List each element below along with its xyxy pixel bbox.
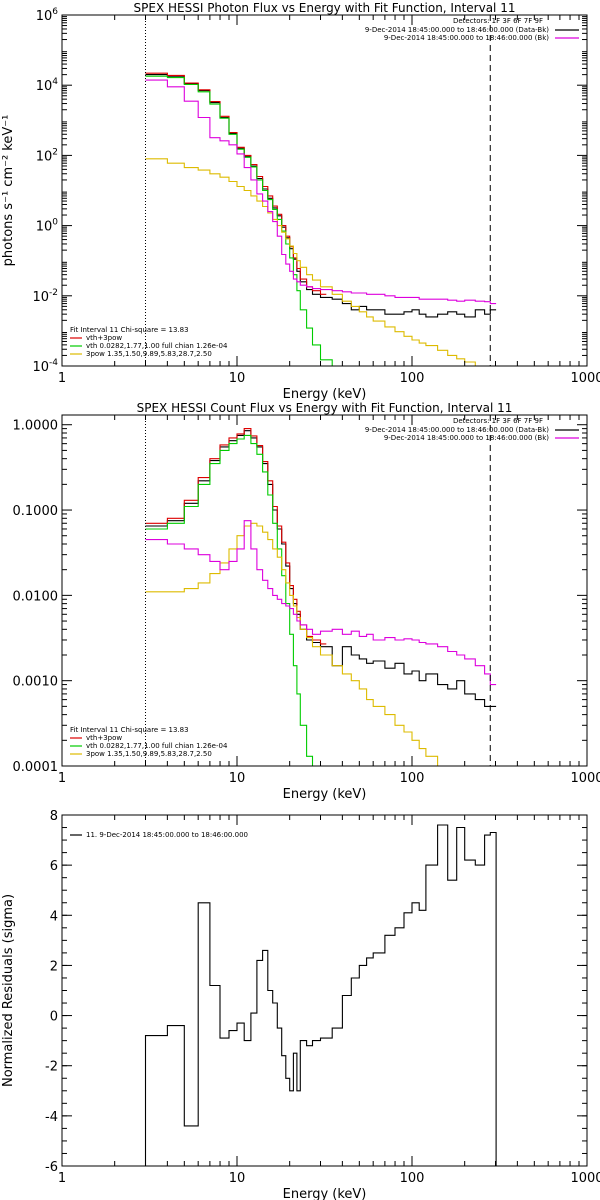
legend-left: 11. 9-Dec-2014 18:45:00.000 to 18:46:00.… (70, 831, 248, 839)
y-tick-label: -6 (45, 1160, 58, 1175)
legend-entry-label: vth+3pow (86, 734, 122, 742)
y-tick-label: -4 (45, 1110, 58, 1125)
x-tick-label: 1 (58, 1171, 66, 1186)
chart-panel-1: SPEX HESSI Photon Flux vs Energy with Fi… (1, 1, 600, 402)
y-tick-label: 0.0010 (13, 675, 59, 690)
y-axis-label: photons s⁻¹ cm⁻² keV⁻¹ (1, 115, 16, 267)
chart-title: SPEX HESSI Photon Flux vs Energy with Fi… (134, 1, 516, 15)
legend-entry-label: 11. 9-Dec-2014 18:45:00.000 to 18:46:00.… (86, 831, 248, 839)
y-tick-label: 0.0100 (13, 589, 59, 604)
y-tick-label: 1.0000 (13, 419, 59, 434)
x-tick-label: 100 (400, 371, 425, 386)
y-tick-label: 104 (36, 77, 59, 94)
legend-header: Fit Interval 11 Chi-square = 13.83 (70, 326, 189, 334)
legend-header: Detectors: 1F 3F 6F 7F 9F (453, 17, 543, 25)
series-group (145, 72, 497, 366)
series-sum (145, 428, 327, 645)
y-tick-label: 0.0001 (13, 760, 59, 775)
legend-right: Detectors: 1F 3F 6F 7F 9F9-Dec-2014 18:4… (365, 17, 579, 42)
y-tick-label: 4 (50, 909, 58, 924)
legend-entry-label: 9-Dec-2014 18:45:00.000 to 18:46:00.000 … (365, 426, 549, 434)
y-tick-exponent: 0 (52, 218, 58, 228)
x-tick-label: 1 (58, 771, 66, 786)
x-tick-label: 1 (58, 371, 66, 386)
legend-entry-label: vth+3pow (86, 334, 122, 342)
x-tick-label: 100 (400, 771, 425, 786)
series-nonthermal (145, 158, 497, 366)
chart-title: SPEX HESSI Count Flux vs Energy with Fit… (137, 401, 513, 415)
chart-panel-3: 1 10 100 1000 -6 -4 -2 0 2 4 6 8 Energy (keV) Normali… (1, 809, 600, 1200)
plot-frame (61, 414, 588, 767)
y-tick-label: 102 (36, 147, 58, 164)
y-tick-exponent: 4 (52, 77, 58, 87)
y-tick-base: 10 (36, 149, 53, 164)
series-data (145, 430, 497, 707)
legend-entry-label: vth 0.0282,1.77,1.00 full chian 1.26e-04 (86, 342, 228, 350)
y-tick-base: 10 (36, 220, 53, 235)
legend-right: Detectors: 1F 3F 6F 7F 9F9-Dec-2014 18:4… (365, 417, 579, 442)
legend-header: Fit Interval 11 Chi-square = 13.83 (70, 726, 189, 734)
x-tick-label: 1000 (570, 1171, 600, 1186)
y-tick-label: 0 (50, 1010, 58, 1025)
x-axis-label: Energy (keV) (283, 787, 367, 802)
y-tick-label: 10-4 (32, 358, 58, 375)
y-tick-base: 10 (36, 9, 53, 24)
x-axis-label: Energy (keV) (283, 1187, 367, 1200)
legend-left: Fit Interval 11 Chi-square = 13.83vth+3p… (70, 726, 228, 758)
series-background (145, 79, 497, 305)
y-tick-label: 6 (50, 859, 58, 874)
x-tick-label: 1000 (570, 371, 600, 386)
legend-entry-label: vth 0.0282,1.77,1.00 full chian 1.26e-04 (86, 742, 228, 750)
legend-entry-label: 9-Dec-2014 18:45:00.000 to 18:46:00.000 … (384, 434, 549, 442)
legend-entry-label: 3pow 1.35,1.50,9.89,5.83,28.7,2.50 (86, 750, 212, 758)
plot-frame (61, 14, 588, 367)
y-tick-label: 100 (36, 218, 59, 235)
legend-header: Detectors: 1F 3F 6F 7F 9F (453, 417, 543, 425)
legend-entry-label: 9-Dec-2014 18:45:00.000 to 18:46:00.000 … (365, 26, 549, 34)
series-thermal (145, 434, 339, 766)
y-tick-base: 10 (32, 290, 49, 305)
legend-entry-label: 3pow 1.35,1.50,9.89,5.83,28.7,2.50 (86, 350, 212, 358)
y-tick-exponent: -4 (49, 358, 58, 368)
series-nonthermal (145, 522, 471, 766)
chart-panel-2: SPEX HESSI Count Flux vs Energy with Fit… (13, 401, 600, 802)
y-tick-exponent: 2 (52, 147, 58, 157)
y-tick-base: 10 (32, 360, 49, 375)
y-tick-label: 106 (36, 7, 59, 24)
series-background (145, 520, 497, 686)
x-tick-label: 100 (400, 1171, 425, 1186)
y-axis-label: Normalized Residuals (sigma) (1, 894, 16, 1087)
y-tick-label: 2 (50, 959, 58, 974)
y-tick-exponent: 6 (52, 7, 58, 17)
series-group (144, 824, 497, 1166)
y-tick-label: 8 (50, 809, 58, 824)
x-axis-label: Energy (keV) (283, 387, 367, 402)
y-tick-base: 10 (36, 79, 53, 94)
y-tick-label: 0.1000 (13, 504, 59, 519)
series-group (145, 428, 497, 766)
series-thermal (145, 75, 339, 366)
y-tick-label: -2 (45, 1060, 58, 1075)
y-tick-exponent: -2 (49, 288, 58, 298)
x-tick-label: 10 (229, 371, 246, 386)
legend-left: Fit Interval 11 Chi-square = 13.83vth+3p… (70, 326, 228, 358)
x-tick-label: 10 (229, 1171, 246, 1186)
series-data (144, 824, 497, 1166)
y-tick-label: 10-2 (32, 288, 58, 305)
x-tick-label: 10 (229, 771, 246, 786)
x-tick-label: 1000 (570, 771, 600, 786)
plot-frame (61, 814, 588, 1167)
legend-entry-label: 9-Dec-2014 18:45:00.000 to 18:46:00.000 … (384, 34, 549, 42)
